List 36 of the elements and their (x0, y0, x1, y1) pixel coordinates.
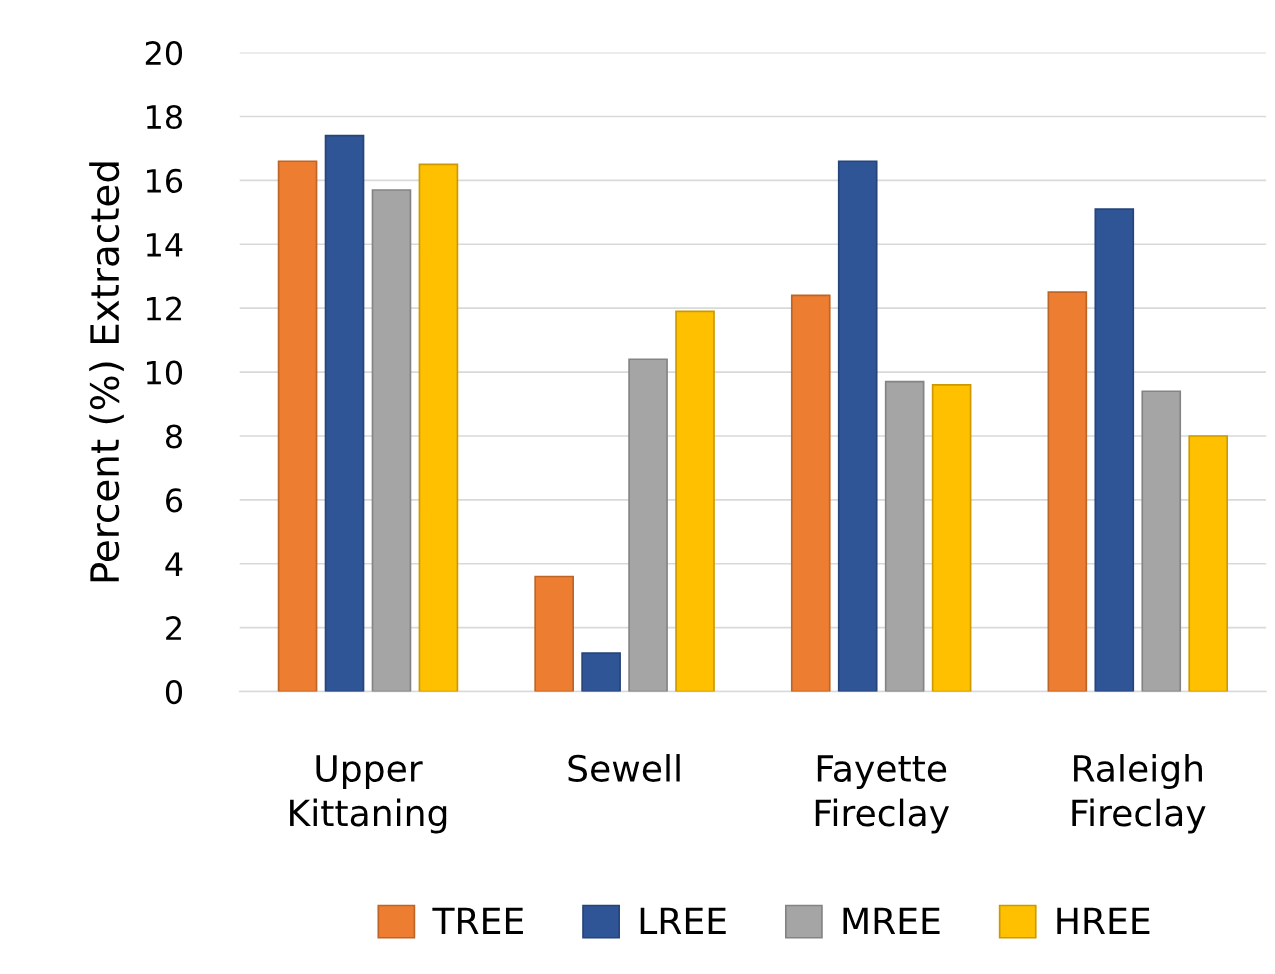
x-tick-label: Fayette Fireclay (815, 755, 950, 834)
bar (1141, 390, 1182, 692)
x-tick-label: Raleigh Fireclay (1072, 754, 1206, 834)
legend-label: LREE (640, 907, 726, 934)
y-axis-title: Percent (%) Extracted (89, 162, 124, 582)
bar (371, 189, 412, 692)
y-tick-label: 14 (147, 233, 183, 257)
bar (1094, 208, 1135, 692)
bar (1188, 435, 1229, 692)
x-tick-label: Sewell (568, 754, 680, 782)
bar (1047, 291, 1088, 692)
bar (675, 310, 715, 692)
y-tick-label: 2 (166, 616, 181, 640)
bar (581, 652, 621, 692)
y-tick-label: 16 (147, 168, 183, 193)
bar (931, 384, 972, 692)
bar (884, 380, 925, 692)
bar (837, 160, 878, 692)
y-tick-label: 4 (165, 552, 183, 576)
bar (324, 134, 365, 692)
legend-label: TREE (432, 907, 523, 934)
y-tick-label: 20 (145, 41, 183, 66)
bar (277, 160, 318, 692)
y-tick-label: 12 (147, 296, 181, 321)
bar (418, 163, 459, 692)
x-tick-label: Upper Kittaning (290, 755, 447, 834)
y-tick-label: 18 (147, 104, 182, 130)
bar (534, 575, 574, 692)
bar (790, 294, 831, 692)
bar (628, 358, 668, 692)
legend-label: HREE (1057, 907, 1150, 934)
legend-label: MREE (843, 907, 940, 934)
y-tick-label: 6 (166, 488, 183, 513)
y-tick-label: 0 (165, 679, 183, 705)
y-tick-label: 8 (165, 424, 182, 449)
y-tick-label: 10 (147, 360, 183, 385)
